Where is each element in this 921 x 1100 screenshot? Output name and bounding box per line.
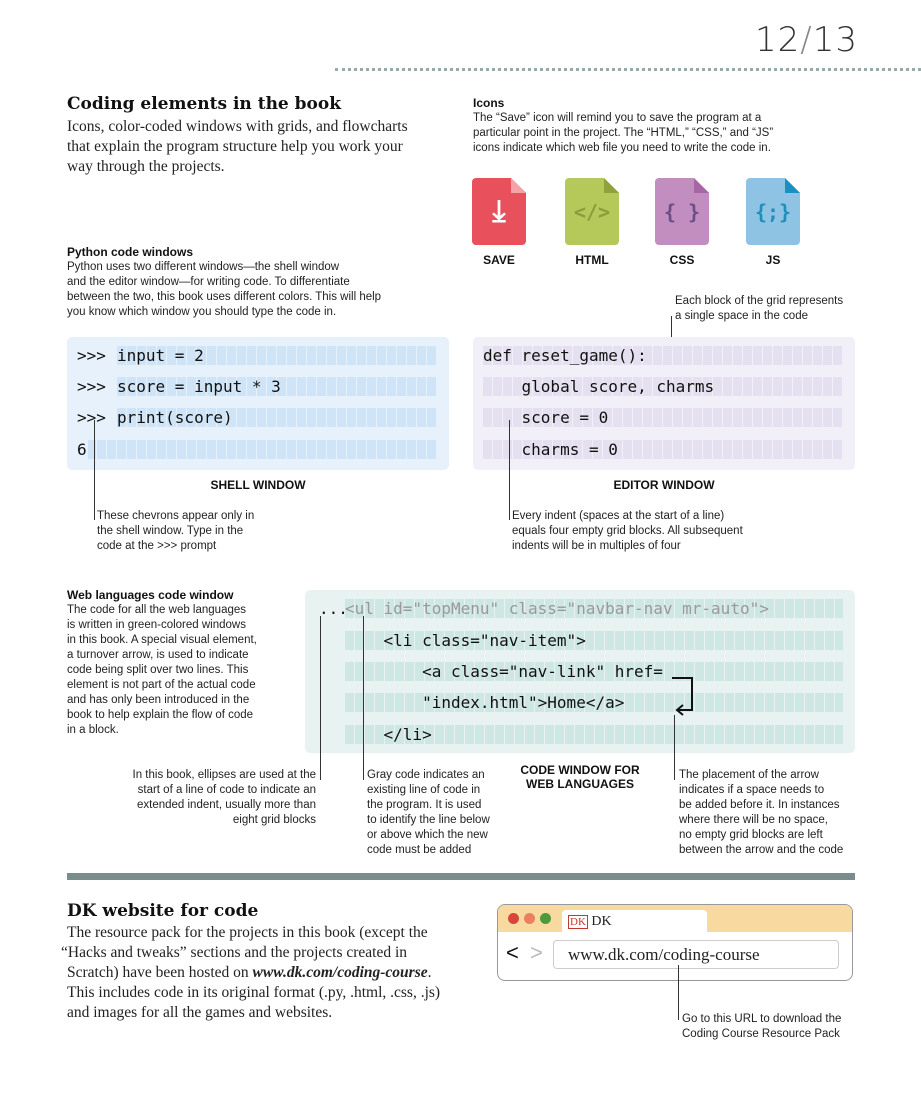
turnover-arrow-icon [672,677,693,716]
arrow-note: The placement of the arrow indicates if a… [679,769,844,856]
intro-text: Icons, color-coded windows with grids, a… [67,118,408,175]
web-row: <ul id="topMenu" class="navbar-nav mr-au… [345,599,843,618]
dk-text: The resource pack for the projects in th… [61,924,441,1021]
forward-button[interactable]: > [530,940,543,965]
back-button[interactable]: < [506,940,519,965]
shell-row: >>> input = 2 [77,346,437,365]
dk-url-link[interactable]: www.dk.com/coding-course [252,964,428,981]
ellipsis: ... [319,599,348,618]
js-icon: {;} [746,178,800,245]
gray-code-note: Gray code indicates an existing line of c… [367,769,490,856]
shell-row: >>> print(score) [77,408,437,427]
web-row: <a class="nav-link" href= [345,662,843,681]
html-icon: </> [565,178,619,245]
web-row: <li class="nav-item"> [345,631,843,650]
shell-row: >>> score = input * 3 [77,377,437,396]
editor-note: Every indent (spaces at the start of a l… [512,510,743,552]
page-number: 12/13 [755,20,858,60]
web-row: </li> [345,725,843,744]
dotted-divider [335,68,921,71]
section-separator [67,873,855,880]
browser-tab[interactable]: DK DK [562,910,707,933]
editor-row: def reset_game(): [483,346,843,365]
intro-title: Coding elements in the book [67,94,342,114]
close-dot-icon[interactable] [508,913,519,924]
minimize-dot-icon[interactable] [524,913,535,924]
save-label: SAVE [483,253,515,267]
css-icon: { } [655,178,709,245]
editor-label: EDITOR WINDOW [613,478,715,492]
editor-window: def reset_game(): global score, charms s… [473,337,855,470]
web-text: The code for all the web languages is wri… [67,604,257,736]
shell-window: >>> input = 2 >>> score = input * 3 >>> … [67,337,449,470]
url-bar[interactable]: www.dk.com/coding-course [553,940,839,969]
icons-title: Icons [473,96,505,110]
editor-row: charms = 0 [483,440,843,459]
python-text: Python uses two different windows—the sh… [67,261,382,318]
editor-row: global score, charms [483,377,843,396]
web-code-window: ... <ul id="topMenu" class="navbar-nav m… [305,590,855,753]
js-label: JS [765,253,781,267]
web-title: Web languages code window [67,588,234,602]
python-title: Python code windows [67,245,194,259]
shell-note: These chevrons appear only in the shell w… [97,510,255,552]
grid-note: Each block of the grid represents a singl… [675,295,844,322]
web-row: "index.html">Home</a> [345,693,843,712]
shell-row: 6 [77,440,437,459]
dk-logo: DK [568,915,588,929]
save-icon: ⤓ [472,178,526,245]
shell-label: SHELL WINDOW [210,478,306,492]
maximize-dot-icon[interactable] [540,913,551,924]
dk-title: DK website for code [67,901,259,921]
web-label: CODE WINDOW FOR WEB LANGUAGES [520,763,640,791]
browser-note: Go to this URL to download the Coding Cou… [682,1013,842,1040]
ellipsis-note: In this book, ellipses are used at the st… [132,769,316,826]
html-label: HTML [575,253,609,267]
editor-row: score = 0 [483,408,843,427]
icons-text: The “Save” icon will remind you to save … [473,112,774,154]
css-label: CSS [669,253,695,267]
browser-window: DK DK < > www.dk.com/coding-course [497,904,853,981]
